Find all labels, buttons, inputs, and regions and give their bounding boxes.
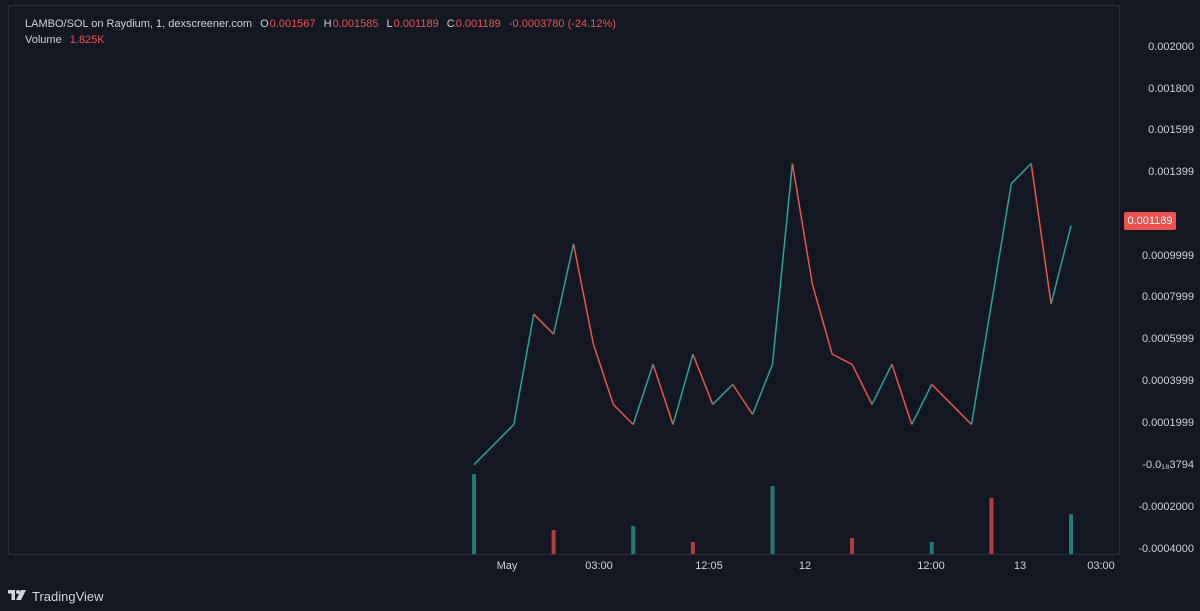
- volume-value: 1.825K: [69, 34, 105, 46]
- symbol-title[interactable]: LAMBO/SOL on Raydium, 1, dexscreener.com: [25, 18, 253, 30]
- tradingview-logo-icon: [8, 590, 26, 600]
- chart-pane[interactable]: LAMBO/SOL on Raydium, 1, dexscreener.com…: [8, 5, 1120, 555]
- time-tick: 12: [798, 560, 812, 572]
- volume-bar: [929, 542, 934, 554]
- open-label: O: [260, 18, 269, 30]
- price-segment: [811, 283, 833, 355]
- volume-bar: [1069, 514, 1073, 554]
- volume-bars: [472, 474, 1073, 554]
- price-tick: 0.002000: [1148, 41, 1194, 53]
- price-segment: [851, 363, 873, 405]
- price-segment: [911, 384, 933, 425]
- price-segment: [1030, 163, 1052, 305]
- high-value: 0.001585: [332, 18, 379, 30]
- price-segment: [871, 363, 893, 405]
- volume-bar: [551, 530, 556, 554]
- volume-bar: [850, 538, 855, 554]
- high-label: H: [323, 18, 332, 30]
- chart-legend: LAMBO/SOL on Raydium, 1, dexscreener.com…: [25, 16, 616, 48]
- close-label: C: [446, 18, 455, 30]
- price-segment: [951, 403, 973, 426]
- price-segment: [632, 364, 654, 425]
- price-segment: [771, 163, 794, 365]
- open-value: 0.001567: [269, 18, 316, 30]
- price-tick: 0.001599: [1148, 124, 1194, 136]
- tradingview-brand[interactable]: TradingView: [8, 586, 104, 606]
- price-segment: [712, 383, 734, 405]
- volume-bar: [472, 474, 476, 554]
- price-plot[interactable]: [9, 6, 1121, 556]
- volume-bar: [989, 498, 994, 554]
- price-segment: [1010, 162, 1032, 185]
- price-segment: [692, 353, 714, 405]
- price-tick: 0.0009999: [1142, 250, 1194, 262]
- price-tick: 0.0001999: [1142, 417, 1194, 429]
- volume-bar: [770, 486, 775, 554]
- time-tick: 12:05: [695, 560, 723, 572]
- price-segment: [1050, 225, 1072, 305]
- price-segment: [493, 423, 515, 446]
- price-segment: [831, 353, 853, 365]
- price-tick: 0.0003999: [1142, 375, 1194, 387]
- price-segment: [672, 354, 694, 425]
- price-axis[interactable]: 0.002000 0.001800 0.001599 0.001399 0.00…: [1120, 5, 1200, 555]
- volume-label: Volume: [25, 34, 62, 46]
- time-axis[interactable]: May 03:00 12:05 12 12:00 13 03:00: [8, 555, 1120, 579]
- price-segment: [572, 243, 595, 345]
- price-tick: 0.0005999: [1142, 333, 1194, 345]
- current-price-badge: 0.001189: [1124, 212, 1176, 230]
- price-segment: [513, 313, 535, 425]
- price-segment: [970, 303, 993, 425]
- price-segment: [612, 403, 634, 426]
- price-segment: [732, 383, 754, 415]
- time-tick: May: [496, 560, 518, 572]
- price-segment: [751, 364, 774, 415]
- volume-bar: [690, 542, 695, 554]
- price-segment: [990, 183, 1013, 305]
- price-tick: -0.0004000: [1138, 543, 1194, 555]
- price-tick: 0.0007999: [1142, 291, 1194, 303]
- price-segment: [791, 163, 814, 285]
- time-tick: 03:00: [1087, 560, 1115, 572]
- time-tick: 12:00: [917, 560, 945, 572]
- price-tick: -0.0002000: [1138, 501, 1194, 513]
- price-segment: [592, 343, 615, 405]
- price-segment: [552, 243, 575, 335]
- time-tick: 03:00: [585, 560, 613, 572]
- low-label: L: [386, 18, 393, 30]
- volume-bar: [631, 526, 636, 554]
- price-line: [473, 162, 1072, 466]
- price-tick: -0.0₁₈3794: [1142, 459, 1194, 471]
- brand-name: TradingView: [32, 588, 104, 604]
- close-value: 0.001189: [455, 18, 501, 30]
- change-value: -0.0003780 (-24.12%): [508, 18, 616, 30]
- low-value: 0.001189: [393, 18, 439, 30]
- price-tick: 0.001399: [1148, 166, 1194, 178]
- price-segment: [931, 383, 953, 405]
- price-segment: [891, 364, 913, 425]
- price-segment: [473, 444, 495, 466]
- price-segment: [652, 364, 674, 425]
- time-tick: 13: [1013, 560, 1027, 572]
- price-segment: [533, 313, 555, 335]
- price-tick: 0.001800: [1148, 83, 1194, 95]
